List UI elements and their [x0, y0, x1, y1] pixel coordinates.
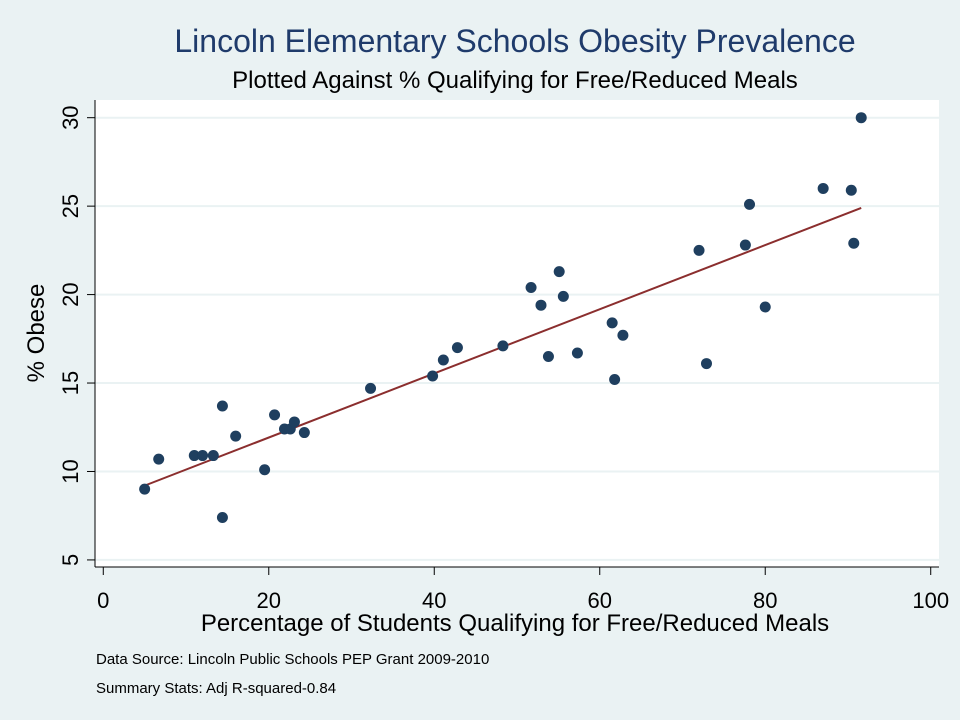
axes	[94, 100, 939, 568]
data-point	[759, 301, 771, 313]
data-point	[216, 400, 228, 412]
x-tick-label: 20	[257, 588, 281, 613]
data-point	[609, 373, 621, 385]
data-point	[451, 342, 463, 354]
data-source-note: Data Source: Lincoln Public Schools PEP …	[96, 651, 489, 668]
y-tick-label: 15	[58, 371, 83, 395]
data-point	[525, 282, 537, 294]
data-point	[617, 329, 629, 341]
data-point	[288, 416, 300, 428]
data-point	[606, 317, 618, 329]
x-tick-label: 80	[753, 588, 777, 613]
chart-subtitle: Plotted Against % Qualifying for Free/Re…	[232, 67, 798, 94]
data-point	[427, 370, 439, 382]
data-point	[259, 464, 271, 476]
y-tick-label: 5	[58, 554, 83, 566]
plot-area	[95, 100, 939, 567]
data-point	[497, 340, 509, 352]
data-point	[848, 237, 860, 249]
data-point	[571, 347, 583, 359]
y-tick-label: 10	[58, 459, 83, 483]
data-point	[700, 358, 712, 370]
data-point	[197, 450, 209, 462]
chart-title: Lincoln Elementary Schools Obesity Preva…	[174, 23, 855, 59]
ticks: 5 10 15 20 25 30 0 20 40 60 80 100	[58, 105, 949, 613]
data-point	[739, 239, 751, 251]
x-tick-label: 0	[97, 588, 109, 613]
data-point	[207, 450, 219, 462]
data-point	[365, 382, 377, 394]
data-point	[557, 290, 569, 302]
data-point	[437, 354, 449, 366]
data-point	[216, 511, 228, 523]
data-point	[153, 453, 165, 465]
x-tick-label: 60	[588, 588, 612, 613]
x-tick-label: 40	[422, 588, 446, 613]
data-point	[693, 244, 705, 256]
data-point	[542, 350, 554, 362]
data-point	[553, 266, 565, 278]
x-axis-label: Percentage of Students Qualifying for Fr…	[201, 610, 829, 637]
y-tick-label: 25	[58, 194, 83, 218]
data-point	[188, 450, 200, 462]
data-point	[817, 182, 829, 194]
data-point	[269, 409, 281, 421]
data-point	[139, 483, 151, 495]
data-point	[744, 198, 756, 210]
data-point	[230, 430, 242, 442]
data-point	[845, 184, 857, 196]
y-tick-label: 20	[58, 282, 83, 306]
data-point	[535, 299, 547, 311]
y-axis-label: % Obese	[23, 284, 50, 383]
grid-lines	[95, 116, 939, 561]
summary-stats-note: Summary Stats: Adj R-squared-0.84	[96, 680, 336, 697]
data-point	[298, 427, 310, 439]
x-tick-label: 100	[912, 588, 949, 613]
data-points	[139, 112, 867, 523]
y-tick-label: 30	[58, 105, 83, 129]
data-point	[855, 112, 867, 124]
